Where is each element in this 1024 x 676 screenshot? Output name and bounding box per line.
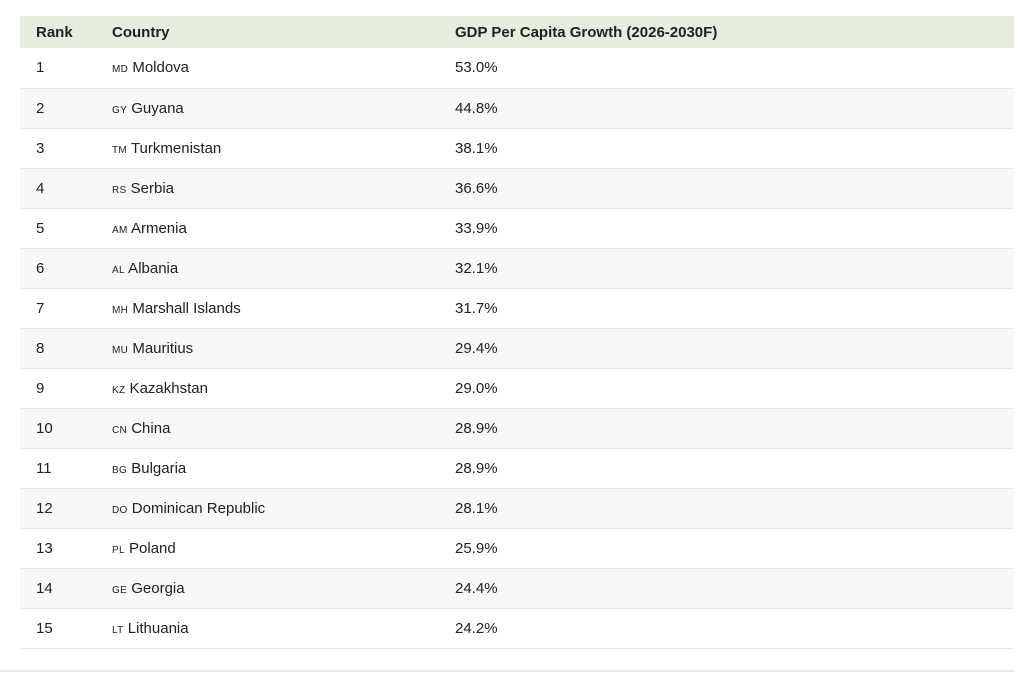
value-cell: 24.2% bbox=[439, 607, 1014, 649]
gdp-growth-table: Rank Country GDP Per Capita Growth (2026… bbox=[20, 16, 1014, 649]
value-cell: 29.0% bbox=[439, 367, 1014, 408]
table-row: 2 GY Guyana 44.8% bbox=[20, 87, 1014, 128]
country-cell: AM Armenia bbox=[96, 207, 439, 248]
country-cell: LT Lithuania bbox=[96, 607, 439, 649]
value-cell: 28.9% bbox=[439, 447, 1014, 488]
country-flag-code: MD bbox=[112, 64, 129, 76]
value-cell: 24.4% bbox=[439, 567, 1014, 608]
table-row: 11 BG Bulgaria 28.9% bbox=[20, 447, 1014, 488]
country-cell: DO Dominican Republic bbox=[96, 487, 439, 528]
country-cell: TM Turkmenistan bbox=[96, 127, 439, 168]
country-flag-code: MU bbox=[112, 344, 129, 356]
value-cell: 38.1% bbox=[439, 127, 1014, 168]
country-cell: RS Serbia bbox=[96, 167, 439, 208]
value-cell: 25.9% bbox=[439, 527, 1014, 568]
country-cell: MH Marshall Islands bbox=[96, 287, 439, 328]
table-row: 8 MU Mauritius 29.4% bbox=[20, 327, 1014, 368]
country-flag-code: TM bbox=[112, 144, 128, 156]
table-row: 7 MH Marshall Islands 31.7% bbox=[20, 287, 1014, 328]
country-flag-code: DO bbox=[112, 504, 128, 516]
rank-cell: 7 bbox=[20, 287, 96, 328]
country-flag-code: CN bbox=[112, 424, 128, 436]
country-flag-code: AM bbox=[112, 224, 128, 236]
country-cell: GY Guyana bbox=[96, 87, 439, 128]
country-flag-code: RS bbox=[112, 184, 127, 196]
value-cell: 53.0% bbox=[455, 59, 498, 77]
rank-cell: 12 bbox=[20, 487, 96, 528]
rank-cell: 14 bbox=[20, 567, 96, 608]
rank-cell: 13 bbox=[20, 527, 96, 568]
table-row: 15 LT Lithuania 24.2% bbox=[20, 607, 1014, 649]
country-cell: MU Mauritius bbox=[96, 327, 439, 368]
value-cell: 31.7% bbox=[439, 287, 1014, 328]
table-row: 14 GE Georgia 24.4% bbox=[20, 567, 1014, 608]
rank-cell: 6 bbox=[20, 247, 96, 288]
country-flag-code: MH bbox=[112, 304, 129, 316]
country-cell: KZ Kazakhstan bbox=[96, 367, 439, 408]
table-row: 1 MD Moldova 53.0% bbox=[20, 48, 1014, 88]
country-flag-code: GE bbox=[112, 584, 128, 596]
table-row: 3 TM Turkmenistan 38.1% bbox=[20, 127, 1014, 168]
table-row: 6 AL Albania 32.1% bbox=[20, 247, 1014, 288]
rank-cell: 8 bbox=[20, 327, 96, 368]
value-cell: 36.6% bbox=[439, 167, 1014, 208]
table-row: 5 AM Armenia 33.9% bbox=[20, 207, 1014, 248]
table-row: 4 RS Serbia 36.6% bbox=[20, 167, 1014, 208]
country-cell: CN China bbox=[96, 407, 439, 448]
rank-cell: 9 bbox=[20, 367, 96, 408]
table-row: 9 KZ Kazakhstan 29.0% bbox=[20, 367, 1014, 408]
rank-cell: 11 bbox=[20, 447, 96, 488]
country-flag-code: KZ bbox=[112, 384, 126, 396]
table-header-row: Rank Country GDP Per Capita Growth (2026… bbox=[20, 16, 1014, 48]
rank-cell: 4 bbox=[20, 167, 96, 208]
country-flag-code: PL bbox=[112, 544, 125, 556]
column-header-rank: Rank bbox=[20, 16, 96, 48]
country-flag-code: AL bbox=[112, 264, 125, 276]
country-flag-code: LT bbox=[112, 624, 124, 636]
footer-divider bbox=[0, 670, 1015, 672]
rank-cell: 1 bbox=[36, 59, 45, 77]
rank-cell: 3 bbox=[20, 127, 96, 168]
rank-cell: 5 bbox=[20, 207, 96, 248]
country-flag-code: GY bbox=[112, 104, 128, 116]
value-cell: 32.1% bbox=[439, 247, 1014, 288]
country-cell: MD Moldova bbox=[112, 59, 190, 77]
country-cell: BG Bulgaria bbox=[96, 447, 439, 488]
table-row: 12 DO Dominican Republic 28.1% bbox=[20, 487, 1014, 528]
rank-cell: 10 bbox=[20, 407, 96, 448]
value-cell: 44.8% bbox=[439, 87, 1014, 128]
table-row: 13 PL Poland 25.9% bbox=[20, 527, 1014, 568]
rank-cell: 2 bbox=[20, 87, 96, 128]
value-cell: 29.4% bbox=[439, 327, 1014, 368]
value-cell: 28.9% bbox=[439, 407, 1014, 448]
gdp-growth-table-container: Rank Country GDP Per Capita Growth (2026… bbox=[20, 16, 1014, 649]
country-cell: GE Georgia bbox=[96, 567, 439, 608]
table-row: 10 CN China 28.9% bbox=[20, 407, 1014, 448]
country-cell: PL Poland bbox=[96, 527, 439, 568]
value-cell: 28.1% bbox=[439, 487, 1014, 528]
value-cell: 33.9% bbox=[439, 207, 1014, 248]
column-header-value: GDP Per Capita Growth (2026-2030F) bbox=[439, 16, 1014, 48]
column-header-country: Country bbox=[96, 16, 439, 48]
country-flag-code: BG bbox=[112, 464, 128, 476]
country-cell: AL Albania bbox=[96, 247, 439, 288]
rank-cell: 15 bbox=[20, 607, 96, 649]
